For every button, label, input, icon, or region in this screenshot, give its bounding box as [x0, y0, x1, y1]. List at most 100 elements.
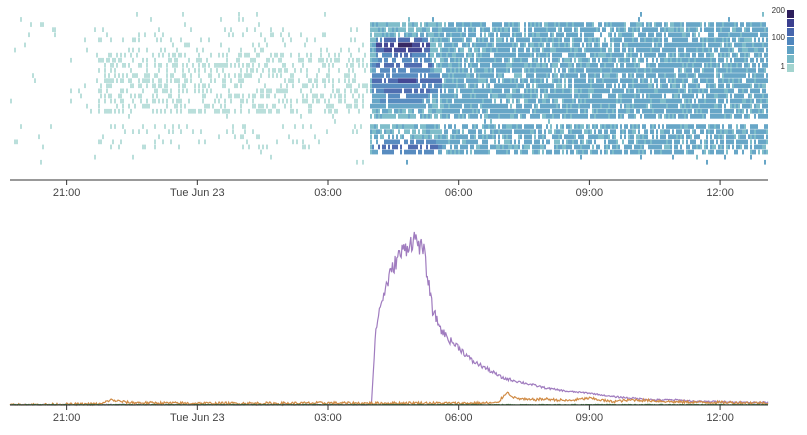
heatmap-cell [566, 73, 568, 78]
heatmap-cells [10, 12, 768, 165]
heatmap-cell [282, 52, 284, 58]
heatmap-cell [474, 88, 476, 94]
heatmap-cell [372, 129, 374, 134]
heatmap-cell [538, 108, 540, 114]
heatmap-cell [506, 149, 508, 155]
heatmap-cell [672, 154, 674, 160]
heatmap-cell [740, 52, 742, 58]
heatmap-cell [654, 63, 656, 68]
heatmap-cell [586, 149, 588, 155]
heatmap-cell [528, 98, 530, 104]
heatmap-cell [276, 73, 278, 78]
heatmap-cell [652, 32, 654, 38]
heatmap-cell [480, 103, 482, 109]
heatmap-cell [536, 68, 538, 73]
heatmap-cell [484, 78, 486, 83]
heatmap-cell [694, 108, 696, 114]
heatmap-cell [214, 63, 216, 68]
heatmap-cell [652, 139, 654, 145]
x-tick-label: 09:00 [576, 187, 604, 199]
heatmap-cell [744, 134, 746, 140]
heatmap-cell [110, 52, 112, 58]
heatmap-cell [348, 73, 350, 78]
heatmap-cell [678, 68, 680, 73]
heatmap-cell [462, 42, 464, 48]
heatmap-cell [430, 83, 432, 89]
heatmap-cell [492, 37, 494, 43]
heatmap-cell [712, 73, 714, 78]
heatmap-cell [706, 108, 708, 114]
heatmap-cell [568, 114, 570, 119]
heatmap-cell [650, 103, 652, 109]
heatmap-cell [476, 139, 478, 145]
heatmap-cell [518, 124, 520, 129]
heatmap-cell [498, 139, 500, 145]
heatmap-cell [486, 42, 488, 48]
heatmap-cell [138, 93, 140, 99]
heatmap-cell [466, 108, 468, 114]
heatmap-cell [730, 103, 732, 109]
heatmap-cell [124, 63, 126, 68]
heatmap-cell [496, 144, 498, 150]
heatmap-cell [648, 98, 650, 104]
heatmap-cell [380, 37, 382, 43]
heatmap-cell [162, 52, 164, 58]
heatmap-cell [486, 144, 488, 150]
heatmap-cell [696, 47, 698, 53]
heatmap-cell [198, 73, 200, 78]
heatmap-cell [464, 83, 466, 89]
heatmap-cell [420, 57, 422, 63]
heatmap-cell [680, 129, 682, 134]
heatmap-cell [460, 134, 462, 140]
heatmap-cell [504, 139, 506, 145]
heatmap-cell [458, 63, 460, 68]
heatmap-cell [422, 139, 424, 145]
heatmap-cell [580, 124, 582, 129]
heatmap-cell [444, 93, 446, 99]
heatmap-cell [384, 129, 386, 134]
heatmap-cell [538, 83, 540, 89]
heatmap-cell [710, 114, 712, 119]
heatmap-cell [108, 78, 110, 83]
heatmap-cell [536, 32, 538, 38]
heatmap-cell [508, 139, 510, 145]
heatmap-cell [726, 73, 728, 78]
heatmap-cell [590, 27, 592, 32]
heatmap-cell [574, 139, 576, 145]
heatmap-cell [440, 129, 442, 134]
heatmap-cell [454, 32, 456, 38]
heatmap-cell [660, 73, 662, 78]
heatmap-cell [508, 47, 510, 53]
heatmap-cell [644, 78, 646, 83]
heatmap-cell [382, 144, 384, 150]
heatmap-cell [618, 47, 620, 53]
heatmap-cell [722, 27, 724, 32]
heatmap-cell [488, 98, 490, 104]
heatmap-cell [730, 32, 732, 38]
heatmap-cell [414, 88, 416, 94]
heatmap-cell [490, 119, 492, 124]
heatmap-cell [406, 124, 408, 129]
heatmap-cell [682, 63, 684, 68]
heatmap-cell [620, 63, 622, 68]
heatmap-cell [272, 32, 274, 38]
heatmap-cell [694, 47, 696, 53]
heatmap-cell [754, 139, 756, 145]
heatmap-cell [460, 27, 462, 32]
heatmap-cell [98, 68, 100, 73]
heatmap-cell [456, 144, 458, 150]
heatmap-cell [558, 22, 560, 27]
heatmap-cell [104, 93, 106, 99]
heatmap-cell [734, 68, 736, 73]
heatmap-cell [554, 57, 556, 63]
heatmap-cell [672, 68, 674, 73]
heatmap-cell [664, 93, 666, 99]
heatmap-cell [444, 139, 446, 145]
heatmap-cell [402, 73, 404, 78]
heatmap-cell [404, 114, 406, 119]
heatmap-cell [608, 88, 610, 94]
heatmap-cell [136, 12, 138, 17]
heatmap-cell [642, 68, 644, 73]
heatmap-cell [158, 134, 160, 140]
heatmap-cell [612, 37, 614, 43]
